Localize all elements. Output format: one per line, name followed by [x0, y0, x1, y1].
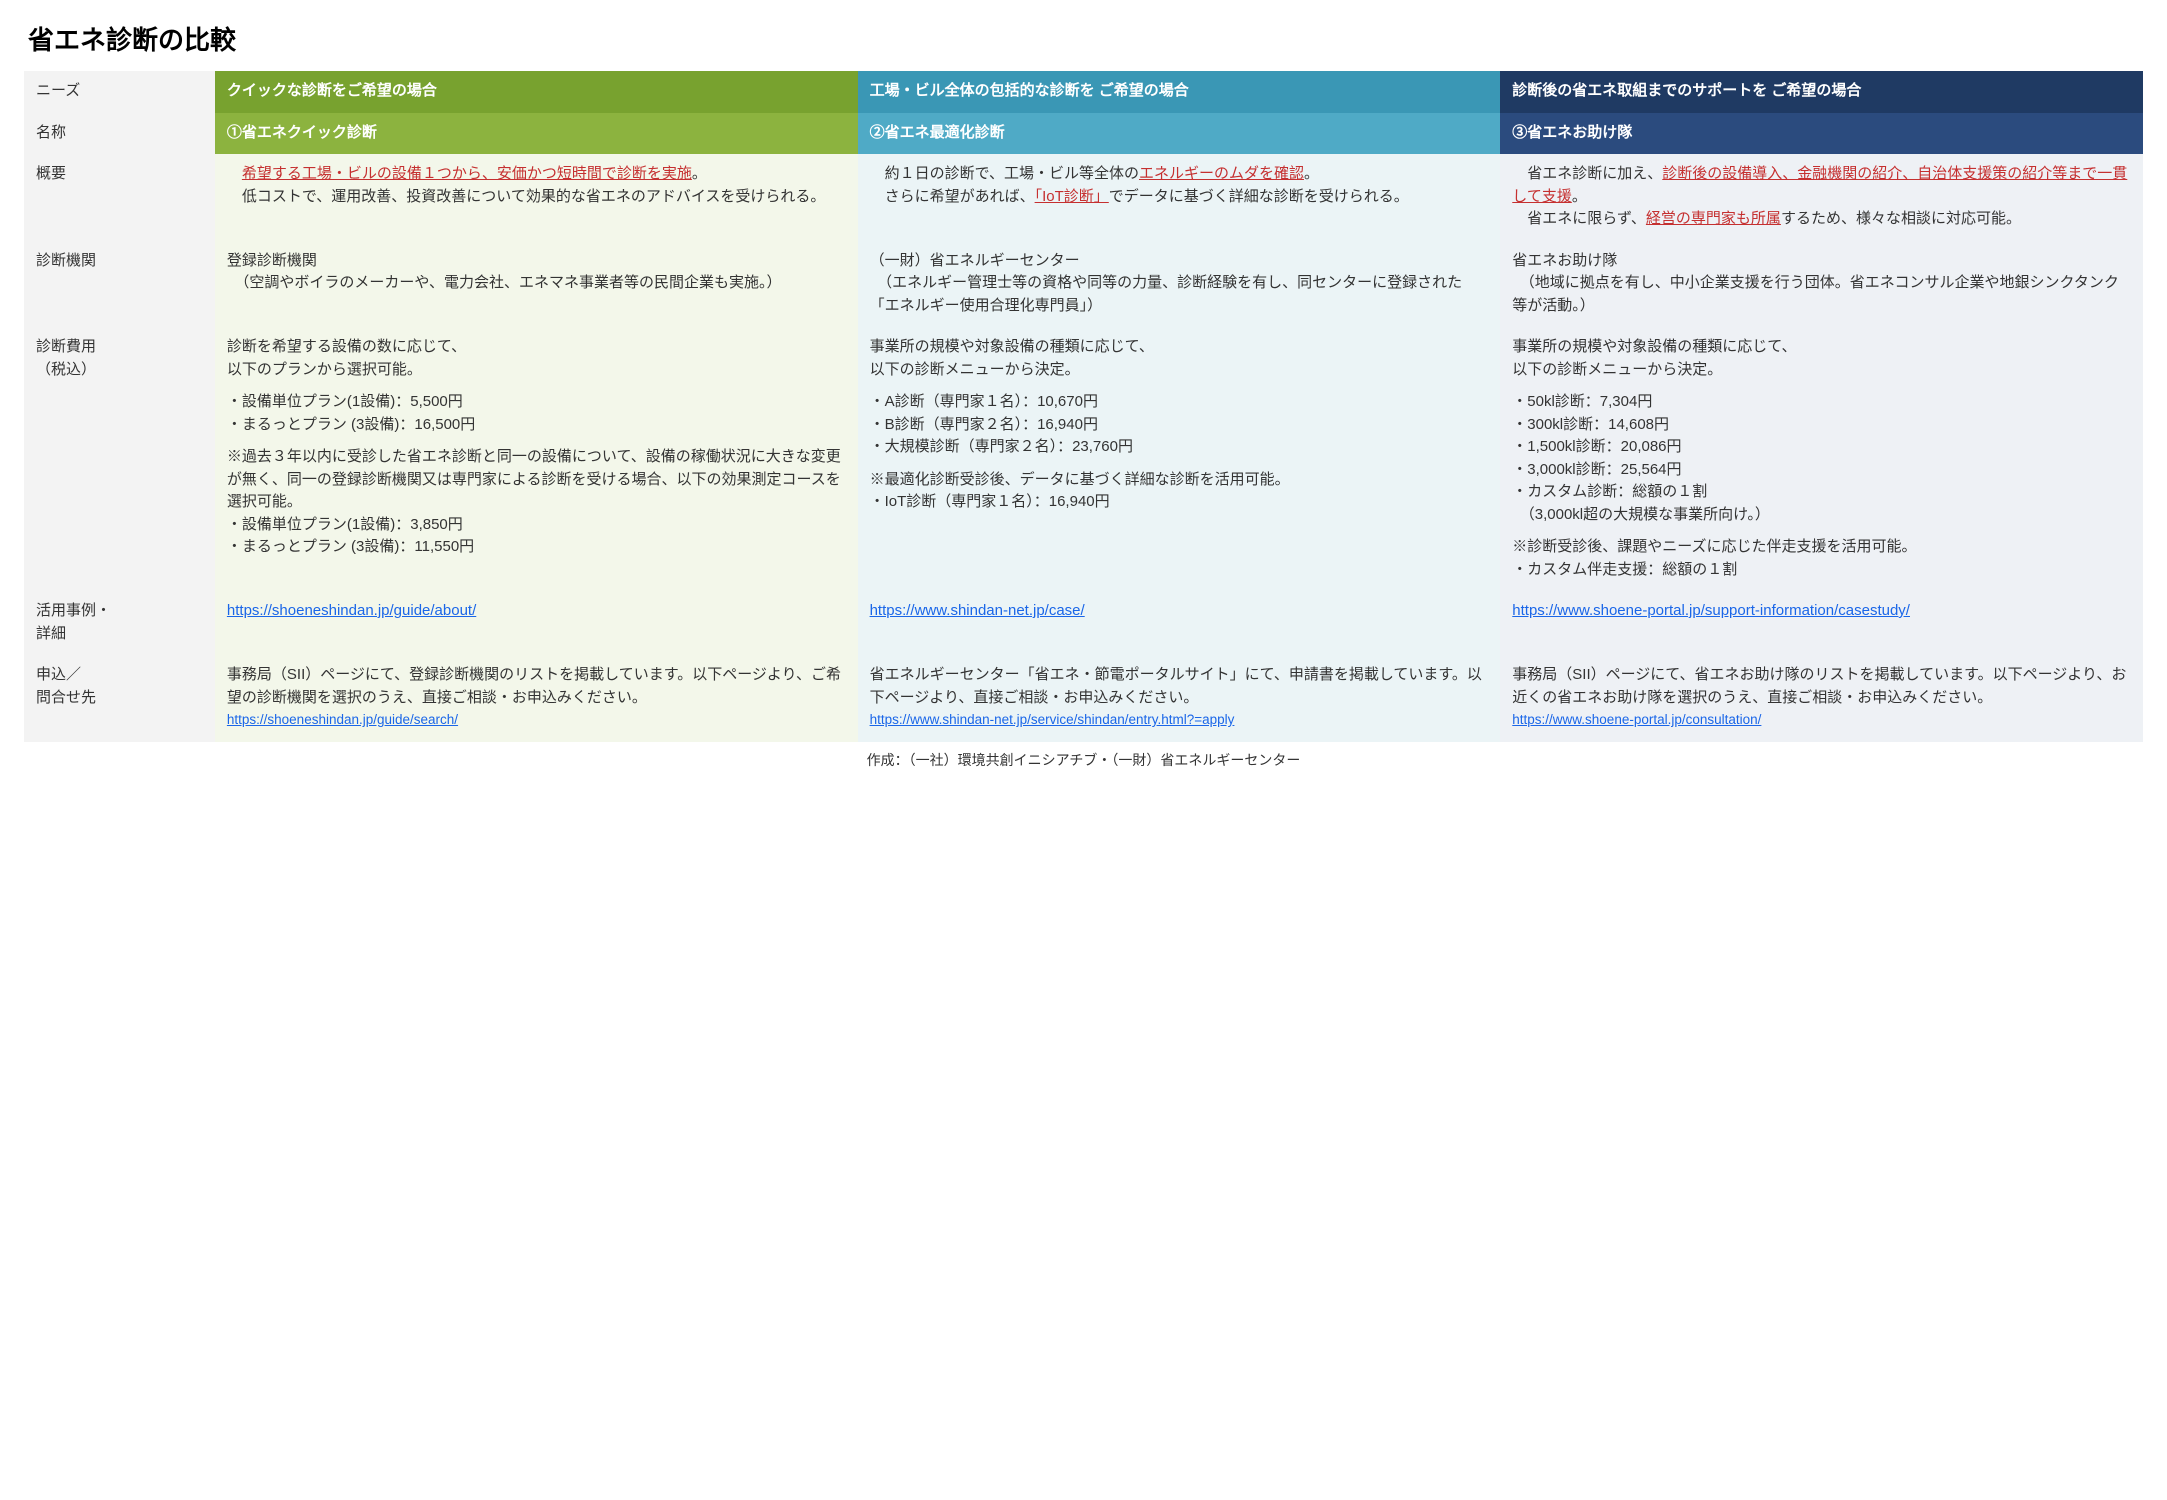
overview1-em: 希望する工場・ビルの設備１つから、安価かつ短時間で診断を実施	[242, 165, 692, 182]
apply-link-1[interactable]: https://shoeneshindan.jp/guide/search/	[227, 712, 458, 727]
row-name: 名称 ①省エネクイック診断 ②省エネ最適化診断 ③省エネお助け隊	[24, 113, 2143, 155]
row-apply: 申込／ 問合せ先 事務局（SII）ページにて、登録診断機関のリストを掲載していま…	[24, 655, 2143, 742]
rowlabel-agency: 診断機関	[24, 241, 215, 328]
overview3-em2: 経営の専門家も所属	[1646, 210, 1781, 227]
overview2-em2: 「IoT診断」	[1035, 188, 1109, 205]
apply-col2: 省エネルギーセンター「省エネ・節電ポータルサイト」にて、申請書を掲載しています。…	[858, 655, 1501, 742]
comparison-table: ニーズ クイックな診断をご希望の場合 工場・ビル全体の包括的な診断を ご希望の場…	[24, 71, 2143, 742]
name-col1: ①省エネクイック診断	[215, 113, 858, 155]
needs-col3: 診断後の省エネ取組までのサポートを ご希望の場合	[1500, 71, 2143, 113]
row-agency: 診断機関 登録診断機関 （空調やボイラのメーカーや、電力会社、エネマネ事業者等の…	[24, 241, 2143, 328]
apply-col1: 事務局（SII）ページにて、登録診断機関のリストを掲載しています。以下ページより…	[215, 655, 858, 742]
name-col3: ③省エネお助け隊	[1500, 113, 2143, 155]
cases-col1: https://shoeneshindan.jp/guide/about/	[215, 591, 858, 655]
needs-col1: クイックな診断をご希望の場合	[215, 71, 858, 113]
cost-col1: 診断を希望する設備の数に応じて、 以下のプランから選択可能。 ・設備単位プラン(…	[215, 327, 858, 591]
cost-col3: 事業所の規模や対象設備の種類に応じて、 以下の診断メニューから決定。 ・50kl…	[1500, 327, 2143, 591]
overview2-em1: エネルギーのムダを確認	[1139, 165, 1304, 182]
cases-link-3[interactable]: https://www.shoene-portal.jp/support-inf…	[1512, 602, 1910, 619]
name-col2: ②省エネ最適化診断	[858, 113, 1501, 155]
overview-col3: 省エネ診断に加え、診断後の設備導入、金融機関の紹介、自治体支援策の紹介等まで一貫…	[1500, 154, 2143, 241]
cases-col3: https://www.shoene-portal.jp/support-inf…	[1500, 591, 2143, 655]
row-cost: 診断費用 （税込） 診断を希望する設備の数に応じて、 以下のプランから選択可能。…	[24, 327, 2143, 591]
page-title: 省エネ診断の比較	[28, 20, 2143, 57]
agency-col2: （一財）省エネルギーセンター （エネルギー管理士等の資格や同等の力量、診断経験を…	[858, 241, 1501, 328]
apply-col3: 事務局（SII）ページにて、省エネお助け隊のリストを掲載しています。以下ページよ…	[1500, 655, 2143, 742]
cost-col2: 事業所の規模や対象設備の種類に応じて、 以下の診断メニューから決定。 ・A診断（…	[858, 327, 1501, 591]
rowlabel-overview: 概要	[24, 154, 215, 241]
apply-link-2[interactable]: https://www.shindan-net.jp/service/shind…	[870, 712, 1235, 727]
row-needs: ニーズ クイックな診断をご希望の場合 工場・ビル全体の包括的な診断を ご希望の場…	[24, 71, 2143, 113]
needs-col2: 工場・ビル全体の包括的な診断を ご希望の場合	[858, 71, 1501, 113]
overview-col1: 希望する工場・ビルの設備１つから、安価かつ短時間で診断を実施。 低コストで、運用…	[215, 154, 858, 241]
footer-credit: 作成：（一社）環境共創イニシアチブ・（一財）省エネルギーセンター	[24, 750, 2143, 770]
overview-col2: 約１日の診断で、工場・ビル等全体のエネルギーのムダを確認。 さらに希望があれば、…	[858, 154, 1501, 241]
cases-link-1[interactable]: https://shoeneshindan.jp/guide/about/	[227, 602, 476, 619]
cases-link-2[interactable]: https://www.shindan-net.jp/case/	[870, 602, 1085, 619]
agency-col3: 省エネお助け隊 （地域に拠点を有し、中小企業支援を行う団体。省エネコンサル企業や…	[1500, 241, 2143, 328]
rowlabel-needs: ニーズ	[24, 71, 215, 113]
row-overview: 概要 希望する工場・ビルの設備１つから、安価かつ短時間で診断を実施。 低コストで…	[24, 154, 2143, 241]
rowlabel-name: 名称	[24, 113, 215, 155]
rowlabel-cost: 診断費用 （税込）	[24, 327, 215, 591]
row-cases: 活用事例・ 詳細 https://shoeneshindan.jp/guide/…	[24, 591, 2143, 655]
rowlabel-apply: 申込／ 問合せ先	[24, 655, 215, 742]
cases-col2: https://www.shindan-net.jp/case/	[858, 591, 1501, 655]
agency-col1: 登録診断機関 （空調やボイラのメーカーや、電力会社、エネマネ事業者等の民間企業も…	[215, 241, 858, 328]
rowlabel-cases: 活用事例・ 詳細	[24, 591, 215, 655]
apply-link-3[interactable]: https://www.shoene-portal.jp/consultatio…	[1512, 712, 1761, 727]
